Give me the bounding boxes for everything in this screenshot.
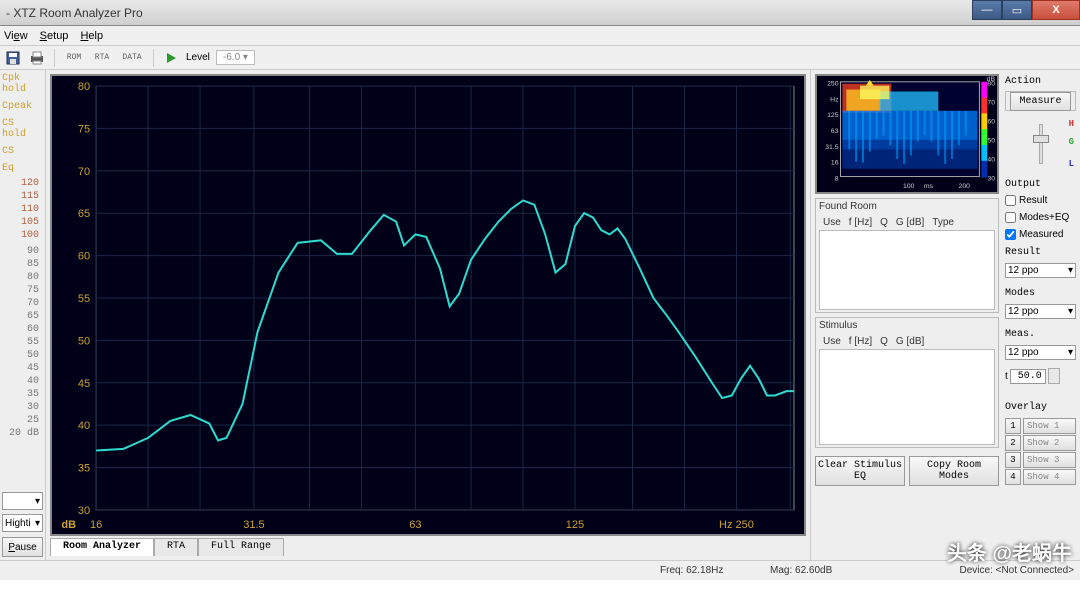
- overlay-3-button[interactable]: Show 3: [1023, 452, 1076, 468]
- spectrogram[interactable]: 250Hz1256331.5168100ms200807060504030dB: [815, 74, 999, 194]
- modeseq-checkbox[interactable]: Modes+EQ: [1005, 212, 1076, 223]
- meas-ppo-combo[interactable]: 12 ppo▾: [1005, 345, 1076, 360]
- pause-button[interactable]: Pause: [2, 537, 43, 557]
- svg-text:40: 40: [987, 156, 995, 163]
- svg-text:80: 80: [78, 81, 90, 93]
- t-spinner[interactable]: [1048, 368, 1060, 384]
- svg-text:Hz: Hz: [830, 96, 839, 103]
- stimulus-panel: Stimulus Usef [Hz]QG [dB]: [815, 317, 999, 448]
- t-value-input[interactable]: 50.0: [1010, 369, 1046, 384]
- left-combo-2[interactable]: Highti▾: [2, 514, 43, 532]
- toolbar: ROM RTA DATA Level -6.0 ▾: [0, 46, 1080, 70]
- overlay-4-num[interactable]: 4: [1005, 469, 1021, 485]
- level-value[interactable]: -6.0 ▾: [216, 50, 255, 65]
- print-icon[interactable]: [28, 49, 46, 67]
- data-mode-button[interactable]: DATA: [119, 49, 145, 67]
- statusbar: Freq: 62.18Hz Mag: 62.60dB Device: <Not …: [0, 560, 1080, 580]
- maximize-button[interactable]: ▭: [1002, 0, 1032, 20]
- status-freq: Freq: 62.18Hz: [660, 565, 723, 576]
- tab-row: Room AnalyzerRTAFull Range: [50, 538, 806, 556]
- svg-text:50: 50: [78, 335, 90, 347]
- svg-text:75: 75: [78, 123, 90, 135]
- svg-text:70: 70: [78, 166, 90, 178]
- svg-text:250: 250: [827, 81, 839, 88]
- left-combo-1[interactable]: ▾: [2, 492, 43, 510]
- svg-text:65: 65: [78, 208, 90, 220]
- svg-text:31.5: 31.5: [825, 144, 839, 151]
- svg-text:31.5: 31.5: [243, 519, 264, 531]
- level-label: Level: [186, 52, 210, 63]
- frequency-response-chart[interactable]: 30 35 40 45 50 55 60 65 70 75 80 16 31.5 63 125 Hz 250 d…: [50, 74, 806, 536]
- svg-text:16: 16: [90, 519, 102, 531]
- svg-text:30: 30: [987, 175, 995, 182]
- copy-room-modes-button[interactable]: Copy Room Modes: [909, 456, 999, 486]
- svg-text:16: 16: [831, 160, 839, 167]
- found-room-panel: Found Room Usef [Hz]QG [dB]Type: [815, 198, 999, 313]
- svg-text:55: 55: [78, 293, 90, 305]
- svg-text:70: 70: [987, 100, 995, 107]
- svg-text:dB: dB: [987, 76, 996, 83]
- svg-text:63: 63: [409, 519, 421, 531]
- measure-button[interactable]: Measure: [1010, 92, 1070, 111]
- overlay-1-button[interactable]: Show 1: [1023, 418, 1076, 434]
- svg-text:dB: dB: [61, 519, 76, 531]
- overlay-2-num[interactable]: 2: [1005, 435, 1021, 451]
- output-slider[interactable]: H G L: [1005, 119, 1076, 169]
- overlay-4-button[interactable]: Show 4: [1023, 469, 1076, 485]
- result-ppo-combo[interactable]: 12 ppo▾: [1005, 263, 1076, 278]
- svg-text:200: 200: [959, 183, 971, 190]
- svg-text:125: 125: [827, 112, 839, 119]
- svg-text:125: 125: [566, 519, 584, 531]
- tab-room-analyzer[interactable]: Room Analyzer: [50, 538, 154, 556]
- svg-text:45: 45: [78, 378, 90, 390]
- menu-setup[interactable]: Setup: [40, 30, 69, 42]
- svg-text:Hz 250: Hz 250: [719, 519, 754, 531]
- tab-full-range[interactable]: Full Range: [198, 538, 284, 556]
- svg-text:ms: ms: [924, 183, 934, 190]
- found-room-list[interactable]: [819, 230, 995, 310]
- svg-text:35: 35: [78, 463, 90, 475]
- result-checkbox[interactable]: Result: [1005, 195, 1076, 206]
- status-device: Device: <Not Connected>: [959, 565, 1074, 576]
- stimulus-list[interactable]: [819, 349, 995, 445]
- svg-text:60: 60: [987, 119, 995, 126]
- menubar: View Setup Help: [0, 26, 1080, 46]
- svg-text:100: 100: [903, 183, 915, 190]
- svg-text:60: 60: [78, 251, 90, 263]
- status-mag: Mag: 62.60dB: [770, 565, 832, 576]
- tab-rta[interactable]: RTA: [154, 538, 198, 556]
- overlay-3-num[interactable]: 3: [1005, 452, 1021, 468]
- svg-text:8: 8: [835, 175, 839, 182]
- svg-text:50: 50: [987, 138, 995, 145]
- overlay-1-num[interactable]: 1: [1005, 418, 1021, 434]
- svg-text:40: 40: [78, 420, 90, 432]
- close-button[interactable]: X: [1032, 0, 1080, 20]
- svg-text:63: 63: [831, 128, 839, 135]
- save-icon[interactable]: [4, 49, 22, 67]
- minimize-button[interactable]: —: [972, 0, 1002, 20]
- modes-ppo-combo[interactable]: 12 ppo▾: [1005, 304, 1076, 319]
- overlay-2-button[interactable]: Show 2: [1023, 435, 1076, 451]
- left-sidebar: Cpk holdCpeakCS holdCSEq 120115110105100…: [0, 70, 46, 560]
- clear-stimulus-eq-button[interactable]: Clear Stimulus EQ: [815, 456, 905, 486]
- titlebar: - XTZ Room Analyzer Pro — ▭ X: [0, 0, 1080, 26]
- window-title: - XTZ Room Analyzer Pro: [6, 6, 143, 20]
- svg-text:30: 30: [78, 505, 90, 517]
- menu-view[interactable]: View: [4, 30, 28, 42]
- menu-help[interactable]: Help: [80, 30, 103, 42]
- rom-mode-button[interactable]: ROM: [63, 49, 85, 67]
- measured-checkbox[interactable]: Measured: [1005, 229, 1076, 240]
- rta-mode-button[interactable]: RTA: [91, 49, 113, 67]
- play-icon[interactable]: [162, 49, 180, 67]
